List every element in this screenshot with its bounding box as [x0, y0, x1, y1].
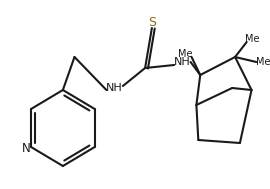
Text: Me: Me [256, 57, 270, 67]
Text: NH: NH [106, 83, 123, 93]
Text: Me: Me [245, 34, 260, 44]
Text: NH: NH [174, 57, 190, 67]
Text: S: S [148, 15, 156, 29]
Text: Me: Me [178, 49, 193, 59]
Text: N: N [22, 143, 31, 156]
